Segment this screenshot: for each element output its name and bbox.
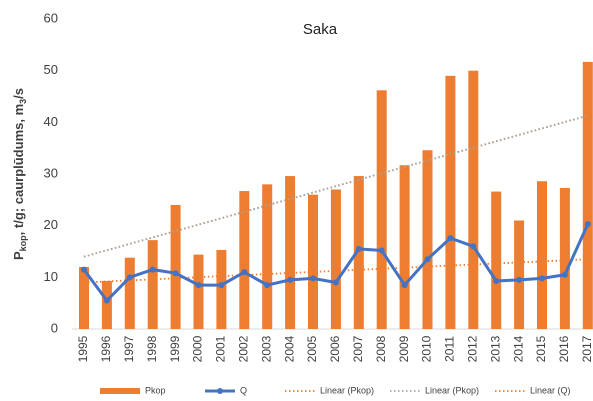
x-tick-label: 2004 [282, 335, 296, 362]
x-tick-label: 2002 [236, 335, 250, 362]
chart-title: Saka [303, 21, 338, 38]
marker [218, 282, 225, 289]
marker [126, 274, 133, 281]
x-tick-label: 2003 [259, 335, 273, 362]
x-tick-label: 2009 [397, 335, 411, 362]
marker [81, 266, 87, 273]
marker [149, 266, 156, 273]
marker [103, 297, 110, 304]
marker [241, 269, 248, 276]
y-tick-label: 10 [44, 269, 58, 284]
bar [79, 267, 89, 329]
y-tick-label: 40 [44, 114, 58, 129]
bar [147, 240, 158, 329]
bar [193, 254, 204, 329]
legend-label: Linear (Pkop) [320, 385, 374, 395]
marker [424, 256, 431, 263]
y-tick-label: 50 [44, 62, 58, 77]
marker [561, 271, 568, 278]
y-tick-label: 60 [44, 10, 58, 25]
marker [516, 276, 523, 283]
legend-swatch [100, 388, 140, 394]
bar [491, 191, 502, 329]
bar [170, 205, 181, 329]
x-tick-label: 2000 [191, 335, 205, 362]
marker [310, 275, 316, 282]
marker [195, 282, 202, 289]
y-tick-label: 20 [44, 217, 58, 232]
trendline [83, 258, 588, 284]
marker [401, 282, 408, 289]
marker [264, 282, 271, 289]
bar [262, 184, 273, 329]
bar [445, 75, 456, 329]
legend-label: Linear (Q) [530, 385, 571, 395]
bar [216, 249, 227, 329]
legend-label: Q [240, 385, 247, 395]
bar [582, 61, 593, 330]
marker [355, 245, 362, 252]
x-tick-label: 2010 [420, 335, 434, 362]
bar [285, 176, 296, 329]
bar [559, 187, 570, 329]
bar [101, 280, 112, 329]
bar [353, 176, 364, 329]
bar [422, 150, 433, 329]
x-tick-label: 1999 [168, 335, 182, 362]
marker [287, 276, 294, 283]
marker [172, 270, 179, 277]
y-axis-label: Pkop, t/g; caurplūdums, m3/s [11, 88, 28, 260]
marker [447, 235, 454, 242]
bar [376, 90, 387, 329]
bar [468, 70, 479, 330]
x-tick-label: 1996 [99, 335, 113, 362]
marker [378, 247, 385, 254]
x-tick-label: 2015 [534, 335, 548, 362]
x-tick-label: 2016 [557, 335, 571, 362]
x-tick-label: 2001 [214, 335, 228, 362]
bar [124, 257, 135, 329]
x-tick-label: 2017 [580, 335, 593, 362]
x-tick-label: 2007 [351, 335, 365, 362]
marker [584, 221, 591, 228]
x-tick-label: 2011 [443, 336, 457, 362]
legend-label: Linear (Pkop) [425, 385, 479, 395]
marker [493, 277, 500, 284]
bar [308, 194, 318, 329]
x-tick-label: 1997 [122, 335, 136, 362]
x-tick-label: 1995 [76, 335, 90, 362]
bar [330, 189, 341, 329]
bar [537, 181, 547, 329]
marker [332, 279, 339, 286]
x-tick-label: 1998 [145, 335, 159, 362]
marker [470, 243, 477, 250]
bar [239, 191, 250, 329]
bar [399, 165, 410, 329]
legend-label: Pkop [145, 385, 166, 395]
legend-swatch [217, 388, 223, 394]
x-tick-label: 2014 [511, 335, 525, 362]
x-tick-label: 2006 [328, 335, 342, 362]
x-tick-label: 2013 [488, 335, 502, 362]
x-tick-label: 2005 [305, 335, 319, 362]
x-tick-label: 2012 [465, 335, 479, 362]
x-tick-label: 2008 [374, 335, 388, 362]
y-tick-label: 0 [51, 320, 58, 335]
bar [514, 220, 525, 329]
y-tick-label: 30 [44, 165, 58, 180]
marker [539, 275, 545, 282]
